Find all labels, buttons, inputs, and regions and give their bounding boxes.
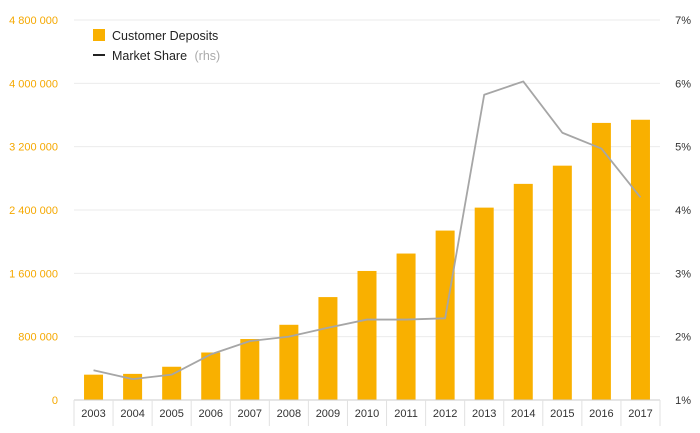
line-series: [93, 80, 642, 381]
market-share-line: [93, 80, 642, 381]
bar: [552, 165, 572, 400]
x-tick-label: 2010: [355, 408, 379, 420]
bar: [279, 324, 299, 400]
bar: [240, 339, 260, 400]
legend: Customer Deposits Market Share (rhs): [93, 29, 220, 63]
bar: [201, 352, 221, 400]
bar: [630, 119, 650, 400]
x-tick-label: 2006: [198, 408, 222, 420]
legend-label-deposits: Customer Deposits: [112, 29, 218, 43]
x-tick-label: 2007: [238, 408, 262, 420]
x-tick-label: 2016: [589, 408, 613, 420]
legend-swatch-deposits: [93, 29, 105, 41]
x-tick-label: 2005: [159, 408, 183, 420]
bar-series: [84, 119, 650, 401]
y-right-tick-label: 7%: [675, 15, 691, 27]
axes: 0 800 000 1 600 000 2 400 000 3 200 000 4 000…: [9, 15, 691, 426]
y-left-tick-label: 3 200 000: [9, 142, 58, 154]
bar: [513, 183, 533, 400]
x-tick-label: 2004: [120, 408, 144, 420]
bar: [318, 297, 338, 400]
bar: [84, 374, 104, 400]
y-left-tick-label: 1 600 000: [9, 268, 58, 280]
x-tick-label: 2015: [550, 408, 574, 420]
x-tick-label: 2012: [433, 408, 457, 420]
x-tick-label: 2003: [81, 408, 105, 420]
y-right-tick-label: 6%: [675, 78, 691, 90]
x-tick-label: 2009: [316, 408, 340, 420]
bar: [357, 270, 377, 400]
bar: [123, 373, 143, 400]
y-right-tick-label: 5%: [675, 142, 691, 154]
x-tick-label: 2014: [511, 408, 535, 420]
x-tick-label: 2013: [472, 408, 496, 420]
y-left-tick-label: 2 400 000: [9, 205, 58, 217]
x-tick-label: 2017: [628, 408, 652, 420]
x-tick-label: 2011: [394, 408, 418, 420]
bar: [396, 253, 416, 400]
x-tick-label: 2008: [277, 408, 301, 420]
y-right-tick-label: 1%: [675, 395, 691, 407]
bar: [591, 122, 611, 401]
legend-label-market-share: Market Share (rhs): [112, 49, 220, 63]
y-left-tick-label: 0: [52, 395, 58, 407]
y-right-tick-label: 2%: [675, 332, 691, 344]
y-right-tick-label: 3%: [675, 268, 691, 280]
y-left-tick-label: 4 800 000: [9, 15, 58, 27]
bar: [474, 207, 494, 400]
y-right-tick-label: 4%: [675, 205, 691, 217]
y-left-tick-label: 800 000: [18, 332, 58, 344]
y-left-tick-label: 4 000 000: [9, 78, 58, 90]
